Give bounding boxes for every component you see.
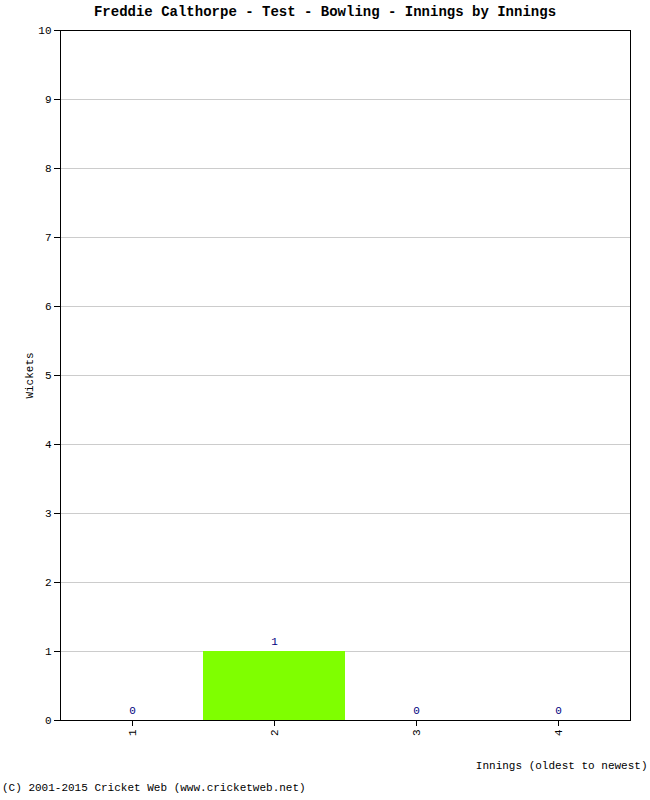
svg-text:0: 0 [129, 705, 136, 717]
svg-text:0: 0 [555, 705, 562, 717]
svg-text:2: 2 [45, 577, 52, 589]
svg-text:7: 7 [45, 232, 52, 244]
svg-text:8: 8 [45, 163, 52, 175]
svg-text:9: 9 [45, 94, 52, 106]
svg-text:6: 6 [45, 301, 52, 313]
svg-text:4: 4 [553, 729, 565, 736]
svg-text:3: 3 [45, 508, 52, 520]
svg-text:1: 1 [127, 729, 139, 736]
svg-text:Wickets: Wickets [24, 352, 36, 398]
svg-text:0: 0 [413, 705, 420, 717]
svg-text:3: 3 [411, 730, 423, 737]
html-text:(C) 2001-2015 Cricket Web (www: (C) 2001-2015 Cricket Web (www.cricketwe… [2, 782, 306, 794]
svg-text:10: 10 [38, 25, 51, 37]
svg-text:Innings (oldest to newest): Innings (oldest to newest) [476, 760, 648, 772]
html-text:Freddie Calthorpe - Test - Bow: Freddie Calthorpe - Test - Bowling - Inn… [94, 4, 556, 20]
svg-text:0: 0 [45, 715, 52, 727]
svg-text:1: 1 [45, 646, 52, 658]
svg-text:4: 4 [45, 439, 52, 451]
svg-text:2: 2 [269, 730, 281, 737]
svg-text:1: 1 [271, 636, 278, 648]
svg-text:5: 5 [45, 370, 52, 382]
